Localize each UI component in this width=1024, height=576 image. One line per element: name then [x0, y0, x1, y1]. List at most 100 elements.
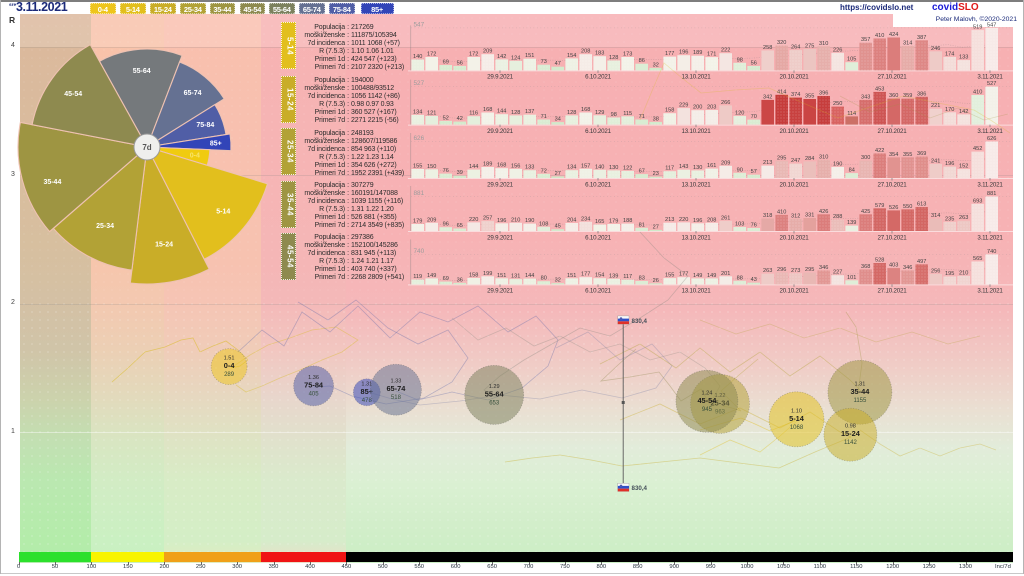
svg-text:190: 190 — [525, 218, 534, 224]
svg-text:13.10.2021: 13.10.2021 — [682, 181, 712, 188]
svg-text:289: 289 — [224, 372, 235, 378]
svg-text:29.9.2021: 29.9.2021 — [487, 128, 513, 135]
svg-text:1.24: 1.24 — [701, 390, 712, 396]
svg-text:103: 103 — [735, 222, 744, 228]
svg-text:154: 154 — [567, 53, 576, 59]
svg-text:221: 221 — [931, 103, 940, 109]
svg-text:199: 199 — [483, 271, 492, 277]
svg-text:117: 117 — [665, 166, 674, 172]
svg-text:20.10.2021: 20.10.2021 — [780, 74, 810, 81]
svg-text:73: 73 — [541, 59, 547, 65]
svg-text:360: 360 — [889, 93, 898, 99]
svg-text:188: 188 — [623, 218, 632, 224]
svg-text:72: 72 — [541, 168, 547, 174]
svg-text:310: 310 — [819, 41, 828, 47]
svg-text:0-4: 0-4 — [190, 153, 200, 160]
svg-text:155: 155 — [413, 164, 422, 170]
svg-text:264: 264 — [791, 44, 800, 50]
svg-text:3.11.2021: 3.11.2021 — [977, 128, 1003, 135]
svg-text:881: 881 — [414, 190, 425, 197]
svg-text:128: 128 — [567, 110, 576, 116]
svg-text:27: 27 — [555, 171, 561, 177]
svg-text:359: 359 — [903, 93, 912, 99]
svg-text:168: 168 — [497, 163, 506, 169]
svg-text:25-34: 25-34 — [96, 223, 114, 230]
svg-text:128: 128 — [609, 55, 618, 61]
svg-text:222: 222 — [721, 48, 730, 54]
svg-text:131: 131 — [511, 274, 520, 280]
svg-text:209: 209 — [483, 49, 492, 55]
svg-text:101: 101 — [847, 275, 856, 281]
svg-text:261: 261 — [721, 215, 730, 221]
svg-text:129: 129 — [595, 110, 604, 116]
svg-text:410: 410 — [973, 90, 982, 96]
svg-text:156: 156 — [511, 163, 520, 169]
svg-text:196: 196 — [679, 50, 688, 56]
svg-text:204: 204 — [567, 218, 576, 224]
svg-text:275: 275 — [805, 44, 814, 50]
svg-text:130: 130 — [693, 165, 702, 171]
svg-text:342: 342 — [763, 94, 772, 100]
svg-text:195: 195 — [945, 271, 954, 277]
svg-text:55-64: 55-64 — [133, 68, 151, 75]
svg-text:155: 155 — [665, 273, 674, 279]
svg-text:312: 312 — [791, 213, 800, 219]
svg-text:830,4: 830,4 — [632, 485, 648, 492]
svg-text:422: 422 — [875, 148, 884, 154]
svg-text:295: 295 — [777, 155, 786, 161]
svg-text:6.10.2021: 6.10.2021 — [585, 234, 611, 241]
svg-text:196: 196 — [497, 218, 506, 224]
svg-text:201: 201 — [721, 271, 730, 277]
svg-text:75-84: 75-84 — [304, 380, 324, 389]
svg-text:189: 189 — [693, 50, 702, 56]
svg-text:547: 547 — [987, 22, 996, 28]
svg-text:172: 172 — [469, 52, 478, 58]
svg-text:34: 34 — [555, 117, 561, 123]
svg-text:579: 579 — [875, 203, 884, 209]
svg-text:6.10.2021: 6.10.2021 — [585, 288, 611, 295]
svg-text:1.51: 1.51 — [224, 356, 235, 362]
svg-text:168: 168 — [483, 107, 492, 113]
svg-text:1.31: 1.31 — [854, 381, 865, 387]
svg-text:137: 137 — [525, 109, 534, 115]
svg-text:410: 410 — [777, 209, 786, 215]
svg-text:23: 23 — [653, 171, 659, 177]
svg-text:209: 209 — [721, 160, 730, 166]
svg-text:209: 209 — [427, 217, 436, 223]
svg-text:227: 227 — [833, 270, 842, 276]
svg-text:518: 518 — [391, 395, 402, 401]
svg-text:90: 90 — [737, 167, 743, 173]
svg-text:134: 134 — [413, 109, 422, 115]
svg-text:172: 172 — [427, 52, 436, 58]
svg-text:310: 310 — [819, 154, 828, 160]
svg-text:246: 246 — [931, 46, 940, 52]
svg-text:528: 528 — [875, 258, 884, 264]
svg-text:171: 171 — [707, 52, 716, 58]
svg-text:45-54: 45-54 — [697, 396, 717, 405]
svg-text:69: 69 — [443, 276, 449, 282]
svg-text:177: 177 — [581, 272, 590, 278]
svg-text:179: 179 — [413, 219, 422, 225]
svg-text:144: 144 — [469, 164, 478, 170]
svg-text:158: 158 — [665, 108, 674, 114]
svg-text:213: 213 — [665, 217, 674, 223]
svg-text:881: 881 — [987, 191, 996, 197]
svg-text:65: 65 — [457, 223, 463, 229]
svg-text:203: 203 — [707, 105, 716, 111]
svg-text:263: 263 — [959, 215, 968, 221]
svg-text:497: 497 — [917, 259, 926, 265]
svg-text:354: 354 — [889, 152, 898, 158]
svg-text:85+: 85+ — [361, 387, 374, 396]
svg-text:45-54: 45-54 — [64, 91, 82, 98]
svg-text:128: 128 — [511, 110, 520, 116]
svg-text:165: 165 — [595, 219, 604, 225]
svg-text:139: 139 — [847, 220, 856, 226]
svg-text:76: 76 — [443, 168, 449, 174]
svg-text:247: 247 — [791, 158, 800, 164]
svg-text:32: 32 — [653, 62, 659, 68]
svg-text:478: 478 — [362, 398, 373, 404]
svg-text:139: 139 — [609, 273, 618, 279]
svg-text:158: 158 — [469, 273, 478, 279]
svg-text:174: 174 — [945, 51, 954, 57]
svg-text:27.10.2021: 27.10.2021 — [878, 181, 908, 188]
